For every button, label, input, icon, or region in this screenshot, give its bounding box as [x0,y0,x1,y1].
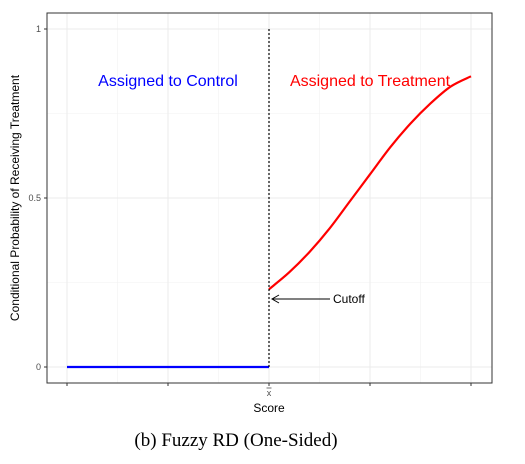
x-axis-title: Score [253,401,285,415]
annotation-treatment: Assigned to Treatment [290,73,451,90]
y-tick-label: 1 [36,24,41,34]
x-tick-label: x [267,388,272,398]
cutoff-arrow [270,294,330,304]
data-series [67,75,472,369]
annotation-control: Assigned to Control [98,73,238,90]
axis-ticks: 0 0.5 1 x [28,24,472,398]
y-axis-title: Conditional Probability of Receiving Tre… [8,74,22,321]
annotation-cutoff: Cutoff [333,292,365,306]
series-line-1 [268,75,472,291]
y-tick-label: 0.5 [28,193,41,203]
y-tick-label: 0 [36,362,41,372]
figure-caption: (b) Fuzzy RD (One-Sided) [134,430,337,451]
